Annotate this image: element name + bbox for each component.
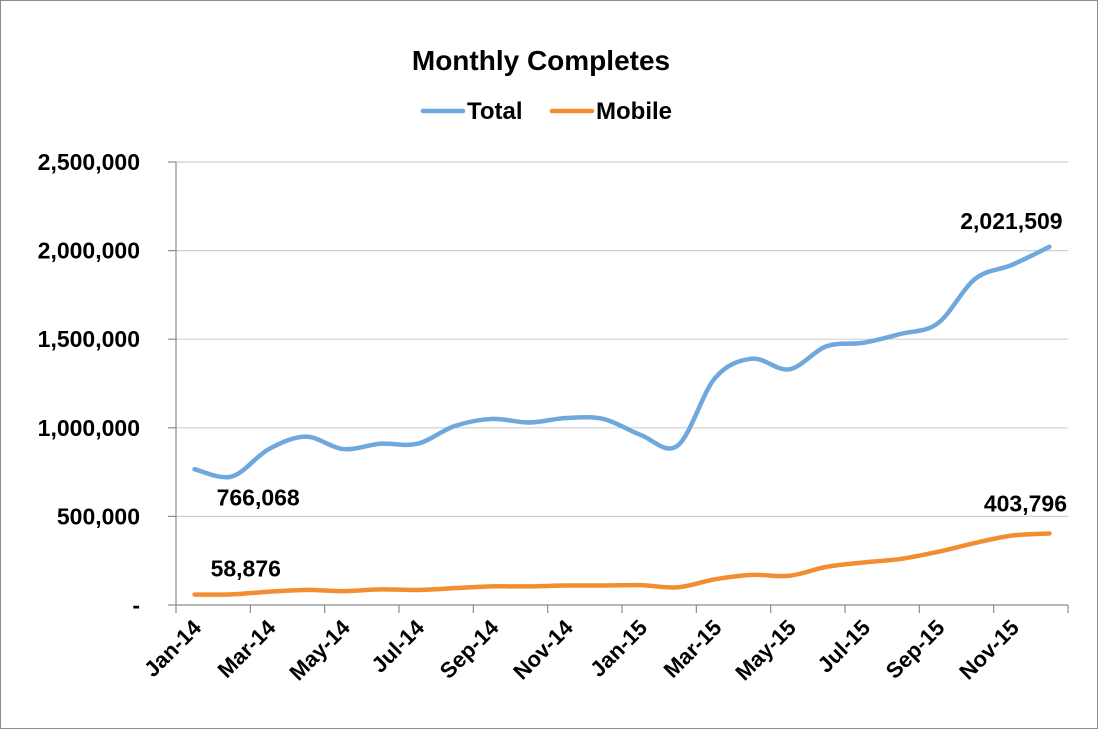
y-tick-label: 1,500,000	[38, 326, 140, 352]
y-tick-label: -	[132, 592, 140, 618]
x-tick-label: May-15	[730, 615, 800, 685]
legend-label-total: Total	[467, 98, 523, 125]
x-tick-label: Sep-15	[881, 615, 950, 684]
y-tick-label: 500,000	[57, 503, 140, 529]
x-axis: Jan-14 Mar-14 May-14 Jul-14 Sep-14 Nov-14 Jan-…	[139, 604, 1069, 685]
series-lines	[192, 244, 1052, 597]
y-tick-label: 2,000,000	[38, 238, 140, 264]
y-tick-label: 1,000,000	[38, 415, 140, 441]
x-tick-label: Mar-14	[213, 614, 281, 682]
series-line-mobile	[192, 531, 1052, 597]
x-tick-label: Mar-15	[659, 615, 727, 683]
gridlines	[176, 161, 1068, 518]
data-label-total: 2,021,509	[960, 208, 1062, 234]
data-label-mobile: 58,876	[211, 556, 281, 582]
legend-label-mobile: Mobile	[596, 98, 672, 125]
series-line-total	[192, 244, 1052, 480]
y-axis: - 500,000 1,000,000 1,500,000 2,000,000 2,500…	[38, 149, 177, 618]
x-tick-label: Nov-14	[508, 614, 578, 684]
x-tick-label: Jan-15	[585, 615, 652, 682]
data-label-mobile: 403,796	[984, 490, 1067, 516]
x-tick-label: Sep-14	[435, 614, 504, 683]
data-label-total: 766,068	[217, 484, 300, 510]
chart-title: Monthly Completes	[412, 45, 670, 76]
x-tick-label: Nov-15	[954, 615, 1024, 685]
x-tick-label: Jul-14	[366, 614, 429, 677]
data-labels: 766,068 58,876 2,021,509 403,796	[211, 208, 1067, 582]
y-tick-label: 2,500,000	[38, 149, 140, 175]
x-tick-label: May-14	[284, 614, 355, 685]
x-tick-label: Jan-14	[139, 614, 207, 682]
legend: Total Mobile	[420, 98, 672, 125]
x-tick-label: Jul-15	[812, 615, 875, 678]
